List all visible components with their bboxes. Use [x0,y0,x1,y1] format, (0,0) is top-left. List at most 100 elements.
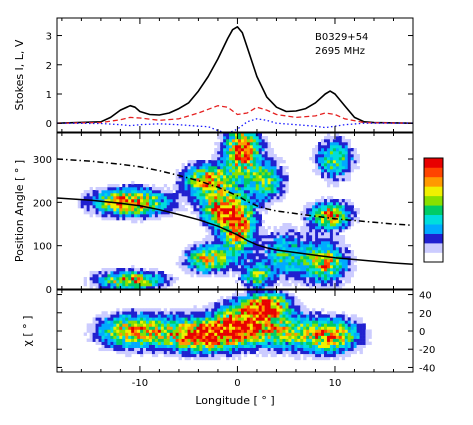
chi-heatmap-cell [264,353,268,358]
pa-heatmap-cell [279,268,283,272]
pa-heatmap-cell [140,187,144,191]
chi-heatmap-cell [270,299,274,303]
pa-heatmap-cell [237,253,242,257]
pa-heatmap-cell [335,163,340,167]
pa-heatmap-cell [273,262,277,266]
pa-heatmap-cell [297,268,301,272]
pa-heatmap-cell [249,229,254,233]
pa-heatmap-cell [243,139,248,143]
pa-heatmap-cell [193,193,197,197]
chi-heatmap-cell [350,323,354,327]
chi-heatmap-cell [300,323,304,327]
chi-heatmap-cell [160,326,165,330]
chi-heatmap-cell [184,353,188,358]
pa-heatmap-cell [163,208,168,212]
pa-heatmap-cell [104,271,108,275]
chi-heatmap-cell [146,317,150,321]
pa-heatmap-cell [223,223,227,227]
pa-heatmap-cell [246,256,251,260]
chi-heatmap-cell [178,332,182,336]
pa-heatmap-cell [232,235,236,239]
chi-heatmap-cell [223,302,227,306]
pa-heatmap-cell [332,154,337,158]
pa-heatmap-cell [318,154,322,158]
pa-heatmap-cell [151,187,156,191]
chi-heatmap-cell [291,332,295,336]
pa-heatmap-cell [101,268,105,272]
pa-heatmap-cell [175,184,179,188]
pa-heatmap-cell [128,187,132,191]
chi-heatmap-cell [178,323,182,327]
pa-heatmap-cell [324,166,328,170]
pa-heatmap-cell [356,166,360,170]
chi-heatmap-cell [202,305,206,309]
pa-heatmap-cell [208,226,212,230]
pa-heatmap-cell [246,193,251,197]
pa-heatmap-cell [235,187,239,191]
pa-heatmap-cell [172,280,176,284]
pa-heatmap-cell [193,163,197,167]
pa-heatmap-cell [113,268,117,272]
chi-heatmap-cell [181,326,185,330]
chi-heatmap-cell [89,323,93,327]
chi-heatmap-cell [258,341,262,345]
chi-heatmap-cell [134,344,138,349]
pa-heatmap-cell [113,271,117,275]
pa-heatmap-cell [229,226,233,230]
pa-heatmap-cell [258,226,262,230]
chi-heatmap-cell [140,326,144,330]
pa-heatmap-cell [83,199,87,203]
chi-heatmap-cell [172,347,176,352]
pa-heatmap-cell [232,208,236,212]
chi-heatmap-cell [312,347,316,352]
chi-heatmap-cell [324,314,328,318]
chi-heatmap-cell [113,341,117,345]
pa-heatmap-cell [151,199,156,203]
chi-heatmap-cell [276,335,280,339]
profile-annotation-frequency: 2695 MHz [315,46,365,57]
pa-heatmap-cell [321,238,325,242]
pa-heatmap-cell [270,286,274,289]
chi-heatmap-cell [199,350,203,355]
pa-heatmap-cell [297,253,301,257]
pa-heatmap-cell [270,163,274,167]
chi-heatmap-cell [187,317,191,321]
chi-heatmap-cell [255,344,260,349]
pa-heatmap-cell [77,202,82,206]
chi-heatmap-cell [261,296,265,300]
chi-heatmap-cell [255,326,260,330]
pa-heatmap-cell [134,274,138,278]
pa-heatmap-cell [252,217,257,221]
chi-heatmap-cell [267,305,271,309]
pa-heatmap-cell [279,253,283,257]
pa-heatmap-cell [255,148,260,152]
pa-heatmap-cell [258,268,262,272]
pa-heatmap-cell [240,175,245,179]
chi-heatmap-cell [282,335,286,339]
pa-heatmap-cell [321,280,325,284]
pa-heatmap-cell [267,259,271,263]
pa-heatmap-cell [211,190,215,194]
chi-heatmap-cell [95,320,99,324]
chi-heatmap-cell [214,356,218,361]
pa-heatmap-cell [151,193,156,197]
pa-heatmap-cell [89,208,93,212]
pa-heatmap-cell [232,145,236,149]
chi-heatmap-cell [169,311,173,315]
pa-heatmap-cell [178,193,182,197]
chi-heatmap-cell [187,347,191,352]
pa-heatmap-cell [202,169,206,173]
pa-heatmap-cell [208,172,212,176]
pa-heatmap-cell [237,247,242,251]
pa-heatmap-cell [181,259,185,263]
chi-heatmap-cell [235,290,239,294]
pa-heatmap-cell [258,238,262,242]
chi-heatmap-cell [329,320,334,324]
pa-heatmap-cell [208,175,212,179]
pa-heatmap-cell [107,283,111,287]
pa-heatmap-cell [217,187,221,191]
pa-heatmap-cell [338,253,343,257]
pa-heatmap-cell [249,277,254,281]
pa-heatmap-cell [267,253,271,257]
chi-heatmap-cell [122,347,126,352]
